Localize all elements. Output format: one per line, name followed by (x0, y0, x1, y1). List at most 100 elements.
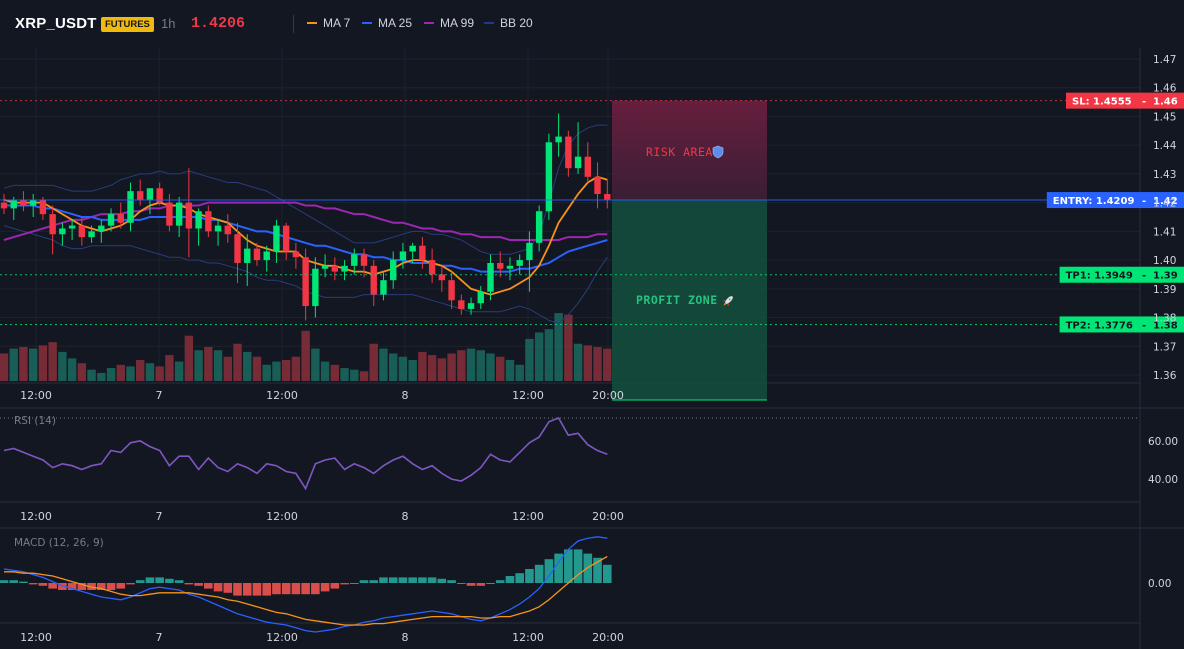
candle-body (78, 225, 86, 238)
profit-zone-label: PROFIT ZONE (636, 293, 718, 307)
volume-bar (145, 363, 155, 381)
macd-histogram-bar (534, 564, 544, 583)
candle-body (506, 265, 514, 269)
candle-body (409, 245, 416, 252)
macd-panel: MACD (12, 26, 9) 0.00 (0, 536, 1171, 633)
time-tick-label: 12:00 (20, 631, 52, 644)
volume-bar (544, 329, 554, 381)
time-tick-label: 12:00 (20, 389, 52, 402)
futures-badge: FUTURES (101, 17, 154, 32)
candle-body (156, 188, 163, 203)
price-tick-label: 1.45 (1153, 111, 1176, 123)
candle-body (448, 280, 455, 301)
candle-body (127, 191, 134, 223)
time-tick-label: 20:00 (592, 510, 624, 523)
legend-ma25[interactable]: MA 25 (362, 16, 412, 30)
macd-tick-label: 0.00 (1148, 578, 1171, 590)
macd-histogram-bar (564, 549, 573, 583)
ma25-line (4, 204, 608, 273)
macd-histogram-bar (476, 583, 486, 586)
sl-tag-dash: - (1142, 97, 1146, 108)
candle-body (594, 176, 601, 195)
volume-bar (466, 348, 476, 381)
volume-bar (311, 348, 320, 381)
profit-area (612, 200, 767, 400)
tp1-tag-dash: - (1142, 271, 1146, 282)
volume-bar (58, 351, 67, 381)
entry-tag-label: ENTRY: 1.4209 (1053, 196, 1135, 207)
tp2-tag-dash: - (1142, 320, 1146, 331)
volume-bar (437, 358, 447, 381)
macd-histogram-bar (9, 580, 19, 583)
candle-body (292, 251, 300, 258)
candle-body (535, 211, 543, 243)
volume-bar (330, 364, 340, 381)
volume-bar (0, 353, 9, 381)
time-tick-label: 8 (402, 631, 409, 644)
price-tick-label: 1.37 (1153, 341, 1176, 353)
macd-histogram-bar (19, 581, 28, 583)
candle-body (321, 265, 329, 269)
volume-bar (418, 351, 427, 381)
legend-bb20[interactable]: BB 20 (484, 16, 533, 30)
macd-histogram-bar (48, 583, 57, 589)
candle-body (253, 248, 261, 261)
macd-histogram-bar (165, 578, 174, 583)
volume-bar (593, 347, 602, 381)
candle-body (185, 202, 193, 229)
volume-bar (126, 366, 135, 381)
candle-body (341, 265, 348, 272)
volume-bar (9, 348, 18, 381)
rsi-panel: RSI (14) 60.00 40.00 (0, 415, 1178, 491)
candle-body (166, 202, 173, 226)
macd-histogram-bar (77, 583, 87, 590)
time-tick-label: 12:00 (512, 510, 544, 523)
candle-body (175, 202, 183, 226)
time-tick-label: 20:00 (592, 631, 624, 644)
macd-histogram-bar (593, 557, 602, 583)
volume-bar (106, 368, 116, 381)
candle-body (565, 136, 572, 169)
macd-histogram-bar (184, 583, 194, 585)
legend-ma7[interactable]: MA 7 (307, 16, 350, 30)
macd-histogram-bar (87, 583, 96, 590)
volume-bar (291, 356, 301, 381)
volume-bar (116, 364, 125, 381)
macd-histogram-bar (602, 564, 612, 583)
candle-body (555, 136, 562, 143)
candle-body (584, 156, 591, 177)
volume-bar (573, 343, 583, 381)
macd-histogram-bar (58, 583, 67, 590)
symbol-name[interactable]: XRP_USDT (15, 15, 97, 32)
volume-bar (28, 348, 38, 381)
chart-header: XRP_USDT FUTURES 1h 1.4206 MA 7 MA 25 MA… (0, 0, 1184, 48)
legend-ma99[interactable]: MA 99 (424, 16, 474, 30)
macd-histogram-bar (457, 583, 466, 584)
candle-body (282, 225, 290, 252)
volume-bar (398, 356, 408, 381)
risk-area (612, 100, 767, 201)
shield-icon (712, 145, 724, 159)
risk-reward-zones: RISK AREA PROFIT ZONE (612, 100, 767, 401)
macd-histogram-bar (427, 577, 437, 583)
volume-bar (67, 358, 77, 381)
candle-body (107, 214, 115, 226)
macd-histogram-bar (447, 580, 456, 583)
macd-histogram-bar (28, 583, 38, 585)
macd-histogram-bar (437, 578, 447, 583)
macd-histogram-bar (349, 583, 359, 584)
macd-histogram-bar (0, 580, 9, 583)
candle-body (497, 262, 504, 269)
macd-histogram-bar (291, 583, 301, 595)
time-tick-label: 12:00 (512, 389, 544, 402)
macd-histogram-bar (223, 583, 233, 593)
candle-body (390, 260, 397, 281)
candle-body (574, 156, 582, 169)
rsi-line (3, 417, 608, 491)
tp2-tag (1059, 316, 1184, 333)
candle-body (526, 242, 533, 261)
volume-bar (243, 351, 252, 381)
volume-bar (262, 364, 271, 381)
timeframe-label[interactable]: 1h (161, 16, 176, 31)
